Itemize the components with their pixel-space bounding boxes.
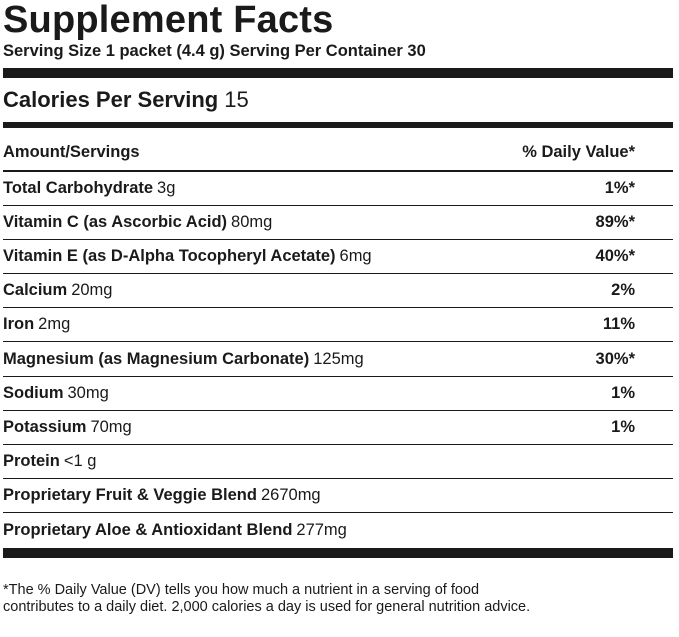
nutrient-row: Iron 2mg 11%: [3, 308, 673, 343]
nutrient-name: Calcium: [3, 281, 68, 300]
nutrient-label: Iron 2mg: [3, 315, 70, 334]
nutrient-name: Sodium: [3, 383, 64, 402]
nutrient-row: Protein <1 g: [3, 445, 673, 480]
nutrient-amount: 30mg: [67, 383, 109, 402]
nutrient-amount: 80mg: [231, 212, 273, 231]
nutrient-label: Proprietary Fruit & Veggie Blend 2670mg: [3, 486, 321, 505]
nutrient-daily-value: 1%: [611, 417, 635, 436]
nutrient-label: Sodium 30mg: [3, 384, 109, 403]
amount-header: Amount/Servings: [3, 142, 140, 161]
nutrient-name: Proprietary Fruit & Veggie Blend: [3, 486, 257, 505]
calories-row: Calories Per Serving 15: [3, 78, 673, 122]
nutrient-amount: 6mg: [339, 246, 372, 265]
nutrient-amount: 20mg: [71, 281, 113, 300]
footnote-line-2: contributes to a daily diet. 2,000 calor…: [3, 598, 531, 615]
nutrient-row: Sodium 30mg 1%: [3, 377, 673, 411]
nutrient-row: Potassium 70mg 1%: [3, 411, 673, 445]
nutrient-name: Total Carbohydrate: [3, 178, 154, 197]
divider-thick-top: [3, 68, 673, 78]
divider-thick-bottom: [3, 547, 673, 558]
nutrient-name: Proprietary Aloe & Antioxidant Blend: [3, 520, 293, 539]
nutrient-amount: 3g: [157, 178, 176, 197]
daily-value-header: % Daily Value*: [522, 142, 635, 161]
nutrient-label: Potassium 70mg: [3, 418, 132, 437]
nutrient-amount: 2670mg: [260, 486, 321, 505]
nutrient-row: Total Carbohydrate 3g 1%*: [3, 172, 673, 206]
serving-info: Serving Size 1 packet (4.4 g) Serving Pe…: [3, 42, 426, 60]
nutrient-row: Vitamin C (as Ascorbic Acid) 80mg 89%*: [3, 206, 673, 240]
nutrient-name: Iron: [3, 315, 35, 334]
nutrient-name: Vitamin C (as Ascorbic Acid): [3, 212, 228, 231]
nutrient-label: Proprietary Aloe & Antioxidant Blend 277m…: [3, 521, 347, 540]
footnote-line-1: *The % Daily Value (DV) tells you how mu…: [3, 581, 480, 598]
nutrient-row: Vitamin E (as D-Alpha Tocopheryl Acetate…: [3, 240, 673, 275]
nutrient-row: Proprietary Aloe & Antioxidant Blend 277m…: [3, 513, 673, 547]
nutrient-table: Total Carbohydrate 3g 1%* Vitamin C (as Asc…: [3, 172, 673, 548]
nutrient-daily-value: 89%*: [595, 212, 635, 231]
calories-value: 15: [224, 87, 249, 112]
nutrient-daily-value: 1%*: [604, 178, 635, 197]
nutrient-label: Calcium 20mg: [3, 281, 112, 300]
nutrient-name: Potassium: [3, 417, 87, 436]
nutrient-label: Vitamin E (as D-Alpha Tocopheryl Acetate…: [3, 247, 372, 266]
nutrient-row: Magnesium (as Magnesium Carbonate) 125mg 3…: [3, 342, 673, 377]
nutrient-amount: 125mg: [313, 349, 364, 368]
nutrient-amount: 277mg: [296, 520, 347, 539]
calories-label: Calories Per Serving: [3, 87, 219, 112]
nutrient-name: Vitamin E (as D-Alpha Tocopheryl Acetate…: [3, 246, 336, 265]
nutrient-label: Vitamin C (as Ascorbic Acid) 80mg: [3, 213, 272, 232]
nutrient-daily-value: 40%*: [595, 246, 635, 265]
nutrient-daily-value: 2%: [611, 281, 635, 300]
nutrient-daily-value: 30%*: [595, 349, 635, 368]
nutrient-name: Protein: [3, 452, 60, 471]
nutrient-row: Calcium 20mg 2%: [3, 274, 673, 309]
footnote: *The % Daily Value (DV) tells you how mu…: [3, 558, 673, 616]
nutrient-label: Protein <1 g: [3, 452, 96, 471]
nutrient-amount: 2mg: [38, 315, 71, 334]
divider-header: [3, 170, 673, 172]
nutrient-row: Proprietary Fruit & Veggie Blend 2670mg: [3, 479, 673, 514]
nutrient-amount: 70mg: [90, 417, 132, 436]
panel-title: Supplement Facts: [3, 0, 334, 41]
nutrient-amount: <1 g: [63, 452, 97, 471]
divider-thick-middle: [3, 122, 673, 128]
nutrient-label: Total Carbohydrate 3g: [3, 179, 175, 198]
nutrient-name: Magnesium (as Magnesium Carbonate): [3, 349, 310, 368]
column-header-row: Amount/Servings % Daily Value*: [3, 128, 673, 170]
nutrient-daily-value: 1%: [611, 383, 635, 402]
nutrient-label: Magnesium (as Magnesium Carbonate) 125mg: [3, 350, 364, 369]
nutrient-daily-value: 11%: [602, 315, 635, 334]
